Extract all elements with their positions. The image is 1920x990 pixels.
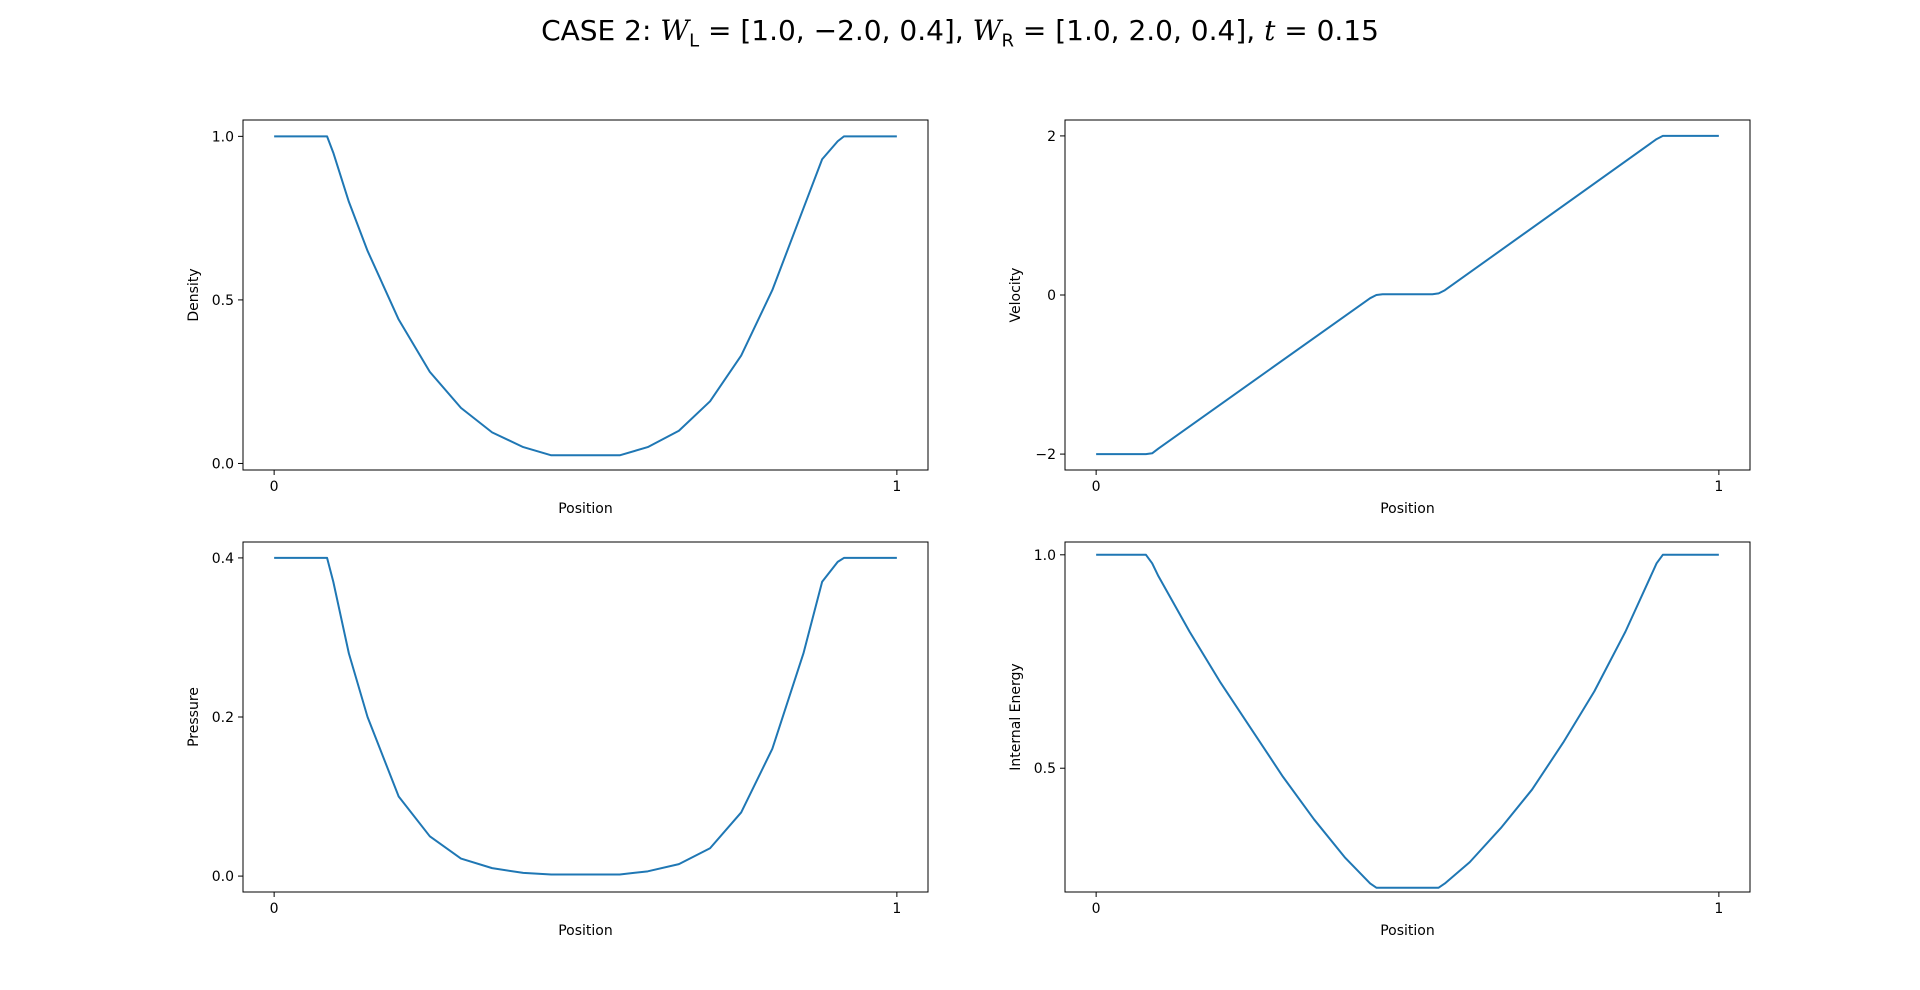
- y-tick-label: 0.0: [212, 869, 234, 885]
- subplot-4: 0 1 0.5 1.0 Position Internal Energy: [1008, 541, 1751, 939]
- series-line-2: [1096, 134, 1719, 456]
- y-axis-label: Velocity: [1008, 268, 1024, 323]
- subplot-1: 0 1 0.0 0.5 1.0 Position Density: [186, 119, 929, 517]
- subplot-3: 0 1 0.0 0.2 0.4 Position Pressure: [186, 541, 929, 939]
- x-tick-label: 1: [1714, 901, 1723, 917]
- x-tick-label: 1: [892, 479, 901, 495]
- x-axis-label: Position: [558, 923, 613, 939]
- x-tick-label: 1: [892, 901, 901, 917]
- y-tick-label: 0.2: [212, 710, 234, 726]
- subplot-2: 0 1 −2 0 2 Position Velocity: [1008, 119, 1751, 517]
- x-tick-label: 0: [1092, 901, 1101, 917]
- y-tick-label: 0: [1047, 288, 1056, 304]
- y-tick-label: 1.0: [1034, 548, 1056, 564]
- series-line-1: [274, 135, 897, 457]
- x-axis-label: Position: [1380, 923, 1435, 939]
- figure-title: CASE 2: WL = [1.0, −2.0, 0.4], WR = [1.0…: [541, 14, 1379, 52]
- series-line-3: [274, 556, 897, 876]
- x-tick-label: 0: [270, 479, 279, 495]
- y-tick-label: 1.0: [212, 129, 234, 145]
- y-tick-label: −2: [1035, 447, 1056, 463]
- y-tick-label: 0.5: [1034, 761, 1056, 777]
- y-axis-label: Pressure: [186, 687, 202, 747]
- y-axis-label: Density: [186, 268, 202, 321]
- axes-frame: [242, 119, 929, 471]
- axes-frame: [1064, 541, 1751, 893]
- x-tick-label: 1: [1714, 479, 1723, 495]
- x-tick-label: 0: [1092, 479, 1101, 495]
- series-line-4: [1096, 553, 1719, 889]
- y-tick-label: 0.5: [212, 293, 234, 309]
- x-tick-label: 0: [270, 901, 279, 917]
- axes-frame: [242, 541, 929, 893]
- y-tick-label: 2: [1047, 129, 1056, 145]
- y-tick-label: 0.0: [212, 456, 234, 472]
- y-tick-label: 0.4: [212, 551, 234, 567]
- x-axis-label: Position: [558, 501, 613, 517]
- y-axis-label: Internal Energy: [1008, 663, 1024, 770]
- x-axis-label: Position: [1380, 501, 1435, 517]
